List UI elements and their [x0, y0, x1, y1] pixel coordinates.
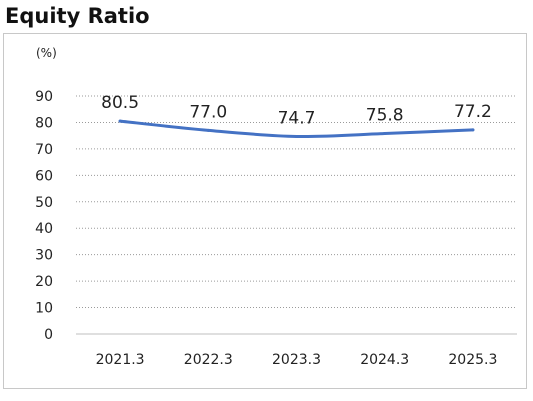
data-label: 80.5 [101, 93, 139, 113]
x-tick-label: 2024.3 [360, 352, 409, 368]
x-tick-label: 2025.3 [448, 352, 497, 368]
y-tick-label: 40 [35, 221, 53, 237]
y-tick-label: 60 [35, 168, 53, 184]
series-layer [118, 119, 475, 139]
chart-frame [3, 33, 527, 389]
y-tick-label: 90 [35, 89, 53, 105]
data-label: 75.8 [366, 106, 404, 126]
y-tick-label: 30 [35, 248, 53, 264]
x-tick-label: 2021.3 [96, 352, 145, 368]
chart-title: Equity Ratio [5, 4, 150, 28]
data-labels: 80.5 77.0 74.7 75.8 77.2 [101, 93, 492, 128]
data-point [471, 128, 475, 132]
x-tick-label: 2023.3 [272, 352, 321, 368]
data-point [118, 119, 122, 123]
y-tick-label: 50 [35, 195, 53, 211]
y-tick-label: 80 [35, 115, 53, 131]
data-point [295, 134, 298, 138]
data-label: 74.7 [278, 108, 316, 128]
y-tick-labels: 0 10 20 30 40 50 60 70 80 90 [35, 89, 53, 343]
data-label: 77.2 [454, 102, 492, 122]
data-point [206, 128, 210, 132]
y-tick-label: 10 [35, 301, 53, 317]
data-point [383, 132, 387, 136]
y-axis-unit-label: (%) [36, 46, 57, 60]
x-tick-label: 2022.3 [184, 352, 233, 368]
y-tick-label: 20 [35, 274, 53, 290]
data-label: 77.0 [189, 102, 227, 122]
y-tick-label: 70 [35, 142, 53, 158]
y-tick-label: 0 [44, 327, 53, 343]
x-tick-labels: 2021.3 2022.3 2023.3 2024.3 2025.3 [96, 352, 498, 368]
